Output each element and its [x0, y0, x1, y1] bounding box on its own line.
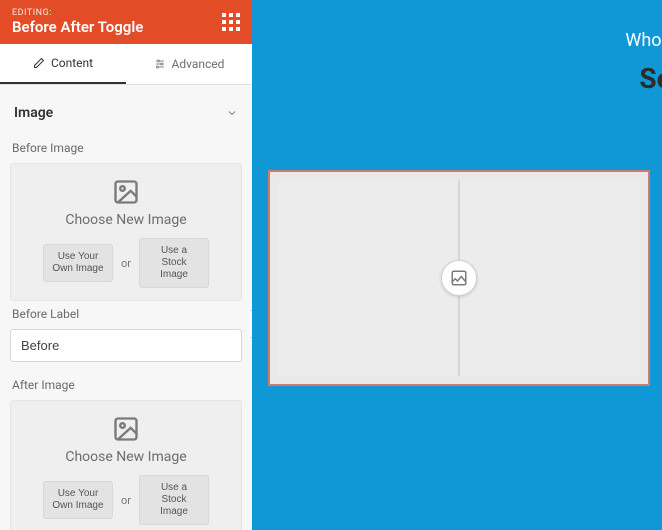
preview-canvas: Who W Ser [252, 0, 662, 530]
choose-new-image-text: Choose New Image [21, 449, 231, 465]
picker-buttons: Use Your Own Image or Use a Stock Image [21, 238, 231, 288]
sliders-icon [154, 58, 166, 70]
section-title: Image [14, 105, 53, 121]
before-label-input[interactable] [10, 329, 242, 362]
use-own-image-button[interactable]: Use Your Own Image [43, 481, 113, 519]
after-image-label: After Image [12, 378, 242, 392]
use-stock-image-button[interactable]: Use a Stock Image [139, 238, 209, 288]
canvas-heading-2: Ser [639, 62, 662, 95]
before-after-inner [278, 180, 640, 376]
pencil-icon [33, 57, 45, 69]
image-icon [450, 269, 468, 287]
chevron-down-icon [226, 107, 238, 119]
before-image-label: Before Image [12, 141, 242, 155]
canvas-heading-1: Who W [625, 30, 662, 51]
image-placeholder-icon [112, 415, 140, 443]
tabs: Content Advanced [0, 44, 252, 85]
header-text: EDITING: Before After Toggle [12, 8, 143, 36]
before-after-widget[interactable] [268, 170, 650, 386]
use-stock-image-button[interactable]: Use a Stock Image [139, 475, 209, 525]
picker-buttons: Use Your Own Image or Use a Stock Image [21, 475, 231, 525]
tab-content[interactable]: Content [0, 44, 126, 84]
editor-header: EDITING: Before After Toggle [0, 0, 252, 44]
use-own-image-button[interactable]: Use Your Own Image [43, 244, 113, 282]
widget-title: Before After Toggle [12, 18, 143, 36]
after-image-picker: Choose New Image Use Your Own Image or U… [10, 400, 242, 530]
content-panel: Image Before Image Choose New Image Use … [0, 85, 252, 530]
apps-icon[interactable] [222, 13, 240, 31]
tab-advanced-label: Advanced [172, 57, 225, 71]
image-placeholder-icon [112, 178, 140, 206]
tab-content-label: Content [51, 56, 93, 70]
section-header-image[interactable]: Image [10, 99, 242, 135]
editor-sidebar: EDITING: Before After Toggle Content Adv… [0, 0, 252, 530]
before-image-picker: Choose New Image Use Your Own Image or U… [10, 163, 242, 301]
before-after-handle[interactable] [441, 260, 477, 296]
or-text: or [121, 257, 131, 270]
choose-new-image-text: Choose New Image [21, 212, 231, 228]
editing-label: EDITING: [12, 8, 143, 18]
before-label-label: Before Label [12, 307, 242, 321]
tab-advanced[interactable]: Advanced [126, 44, 252, 84]
or-text: or [121, 494, 131, 507]
